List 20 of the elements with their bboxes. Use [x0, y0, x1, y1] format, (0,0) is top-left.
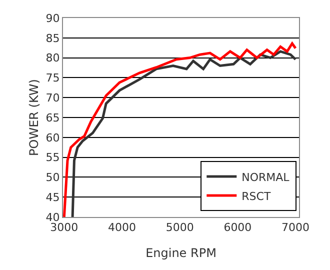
- legend-label: NORMAL: [242, 170, 290, 184]
- x-tick-label: 5000: [166, 221, 194, 234]
- y-tick-label: 65: [46, 111, 60, 124]
- x-axis-title: Engine RPM: [146, 246, 216, 260]
- y-tick-label: 70: [46, 91, 60, 104]
- legend-label: RSCT: [242, 190, 271, 203]
- y-tick-label: 50: [46, 171, 60, 184]
- y-axis-title: POWER (KW): [27, 79, 42, 156]
- x-tick-label: 3000: [50, 221, 78, 234]
- y-tick-label: 90: [46, 12, 60, 25]
- x-tick-label: 7000: [282, 221, 310, 234]
- y-tick-label: 60: [46, 131, 60, 144]
- y-tick-label: 40: [46, 210, 60, 224]
- x-tick-label: 6000: [224, 221, 252, 234]
- y-tick-label: 85: [46, 32, 60, 45]
- y-tick-label: 80: [46, 52, 60, 65]
- y-tick-label: 55: [46, 151, 60, 164]
- y-tick-label: 75: [46, 72, 60, 85]
- y-tick-label: 45: [46, 190, 60, 204]
- x-tick-label: 4000: [108, 221, 136, 234]
